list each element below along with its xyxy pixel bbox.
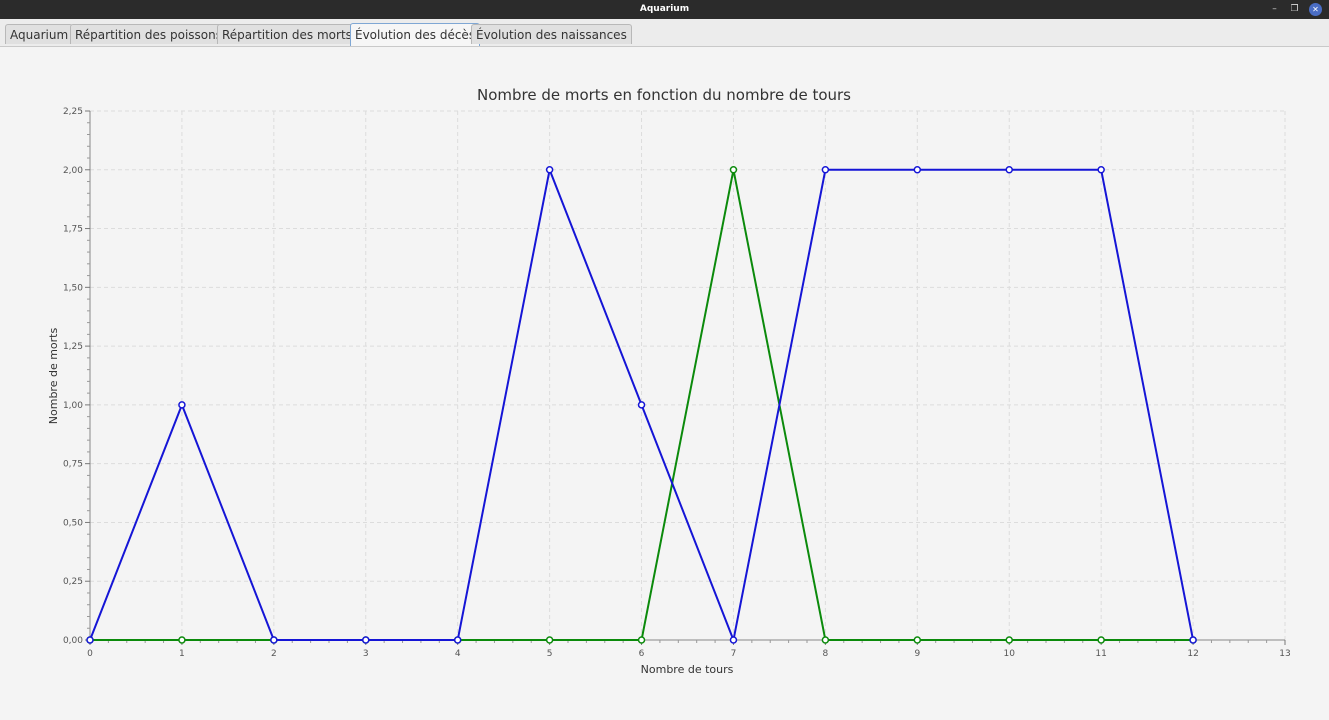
y-tick-label: 0,00 xyxy=(63,636,83,646)
y-tick-label: 0,75 xyxy=(63,460,83,470)
y-tick-label: 2,00 xyxy=(63,166,83,176)
data-point xyxy=(1097,636,1105,644)
data-point xyxy=(178,636,186,644)
data-point xyxy=(453,636,462,644)
x-tick-label: 12 xyxy=(1187,649,1198,659)
maximize-icon[interactable]: ❐ xyxy=(1290,4,1299,14)
data-point xyxy=(1005,636,1013,644)
x-tick-label: 13 xyxy=(1279,649,1290,659)
data-point xyxy=(913,636,922,644)
y-axis-label: Nombre de morts xyxy=(47,328,60,425)
tab-repartition-poissons[interactable]: Répartition des poissons xyxy=(70,24,227,44)
x-tick-label: 1 xyxy=(179,649,185,659)
data-point xyxy=(270,636,278,644)
data-point xyxy=(1005,166,1013,174)
y-tick-label: 1,25 xyxy=(63,342,83,352)
chart-series xyxy=(86,166,1197,644)
y-tick-label: 2,25 xyxy=(63,107,83,117)
chart-grid xyxy=(90,110,1286,640)
data-point xyxy=(178,401,186,409)
tab-repartition-morts[interactable]: Répartition des morts xyxy=(217,24,357,44)
data-point xyxy=(821,166,830,174)
data-point xyxy=(1097,166,1105,174)
chart-ticks: 0 1 2 3 4 5 6 7 8 9 10 11 12 130,000,250,500,751,001,… xyxy=(63,107,1291,659)
y-tick-label: 0,25 xyxy=(63,577,83,587)
x-tick-label: 11 xyxy=(1095,649,1106,659)
close-icon[interactable]: ✕ xyxy=(1309,3,1322,16)
data-point xyxy=(545,636,554,644)
data-point xyxy=(729,636,738,644)
x-axis-label: Nombre de tours xyxy=(641,663,734,676)
y-tick-label: 1,00 xyxy=(63,401,83,411)
y-tick-label: 0,50 xyxy=(63,518,83,528)
data-point xyxy=(1189,636,1197,644)
data-point xyxy=(637,636,646,644)
x-tick-label: 7 xyxy=(731,649,737,659)
x-tick-label: 0 xyxy=(87,649,93,659)
data-point xyxy=(913,166,922,174)
x-tick-label: 3 xyxy=(363,649,369,659)
minimize-icon[interactable]: – xyxy=(1272,4,1277,14)
data-point xyxy=(821,636,830,644)
x-tick-label: 6 xyxy=(639,649,645,659)
x-tick-label: 2 xyxy=(271,649,277,659)
x-tick-label: 9 xyxy=(914,649,920,659)
data-point xyxy=(637,401,646,409)
data-point xyxy=(362,636,370,644)
y-tick-label: 1,50 xyxy=(63,283,83,293)
y-tick-label: 1,75 xyxy=(63,225,83,235)
tab-bar: Aquarium Répartition des poissons Répart… xyxy=(0,19,1329,47)
data-point xyxy=(545,166,554,174)
window-titlebar: Aquarium – ❐ ✕ xyxy=(0,0,1329,19)
tab-aquarium[interactable]: Aquarium xyxy=(5,24,74,44)
tab-evolution-deces[interactable]: Évolution des décès xyxy=(350,23,481,46)
data-point xyxy=(729,166,738,174)
x-tick-label: 4 xyxy=(455,649,461,659)
chart-title: Nombre de morts en fonction du nombre de… xyxy=(477,86,851,104)
x-tick-label: 10 xyxy=(1004,649,1016,659)
tab-evolution-naissances[interactable]: Évolution des naissances xyxy=(471,24,632,44)
x-tick-label: 5 xyxy=(547,649,553,659)
data-point xyxy=(86,636,94,644)
line-chart: Nombre de morts en fonction du nombre de… xyxy=(47,86,1291,676)
window-title: Aquarium xyxy=(639,4,690,14)
x-tick-label: 8 xyxy=(823,649,829,659)
